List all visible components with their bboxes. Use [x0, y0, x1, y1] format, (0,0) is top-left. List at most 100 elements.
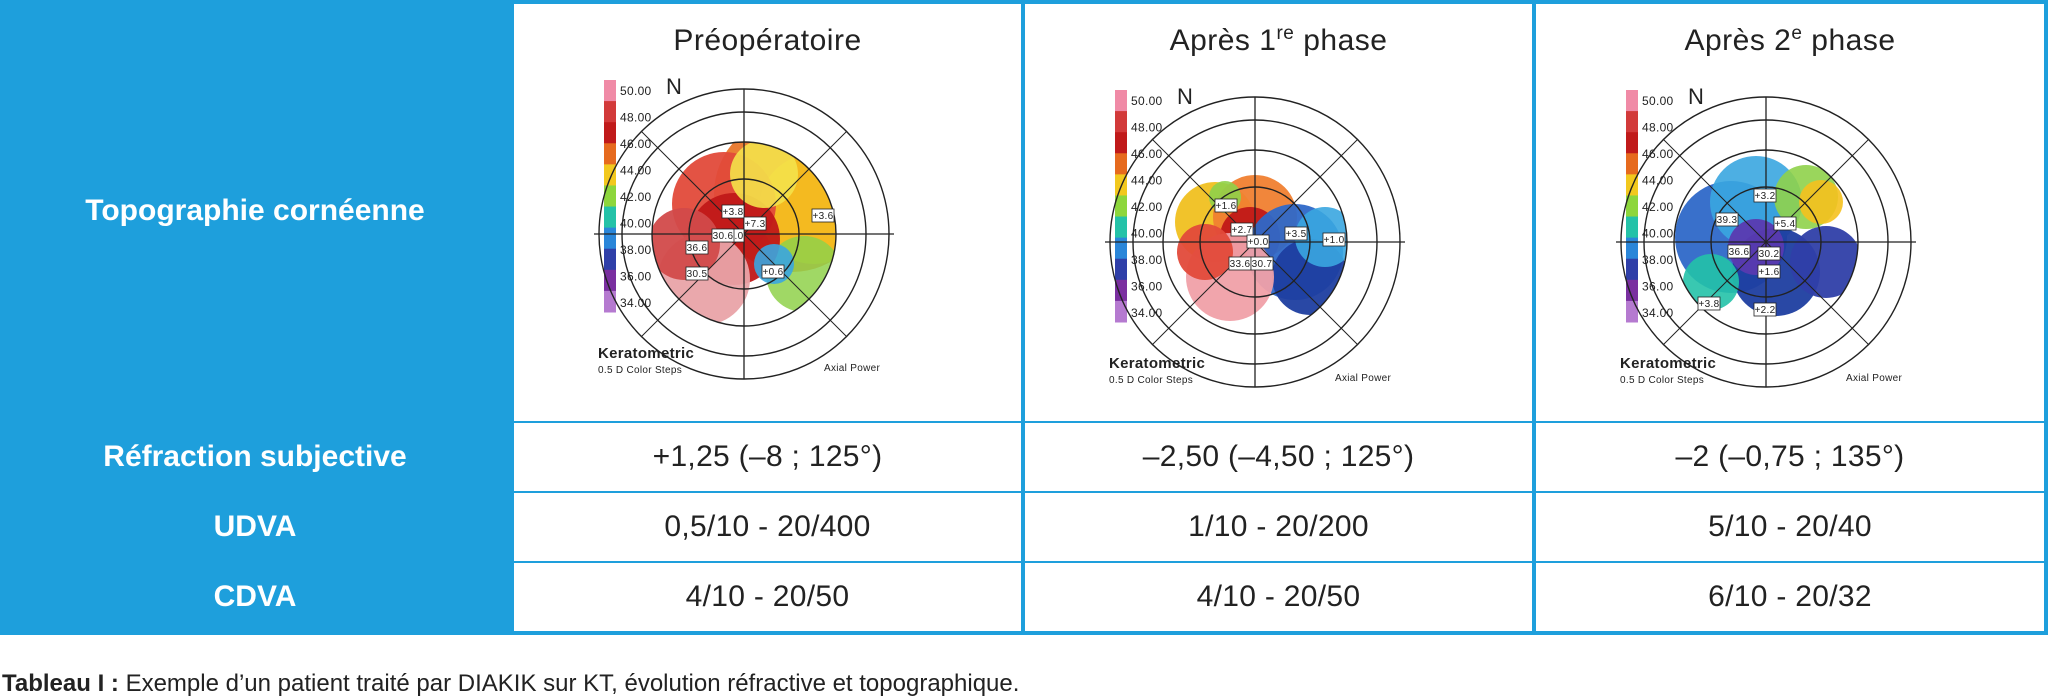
svg-text:+3.6: +3.6	[813, 211, 834, 222]
svg-text:30.2: 30.2	[1759, 249, 1780, 260]
scale-value-label: 44.00	[620, 164, 652, 178]
map-value-marker: +0.6	[761, 264, 785, 279]
cdva-cell-phase2: 6/10 - 20/32	[1536, 563, 2044, 631]
refraction-cell-phase2: –2 (–0,75 ; 135°)	[1536, 423, 2044, 491]
corneal-map: +3.2 39.3 +5.4 36.6 30.2 +1.6 +3.8 +2.2	[1616, 96, 1916, 388]
svg-text:30.6: 30.6	[713, 231, 734, 242]
scale-value-label: 34.00	[620, 296, 652, 310]
svg-text:+7.3: +7.3	[745, 219, 766, 230]
corneal-map: +1.6 +2.7+0.0 +3.5 +1.0 33.6 30.7	[1105, 96, 1405, 388]
column-title-preop: Préopératoire	[673, 24, 862, 57]
refraction-cell-phase1: –2,50 (–4,50 ; 125°)	[1025, 423, 1532, 491]
axial-power-label: Axial Power	[1335, 373, 1391, 384]
map-value-marker: +1.0	[1322, 232, 1346, 247]
row-header-cdva: CDVA	[213, 580, 297, 613]
keratometric-label: Keratometric	[1109, 355, 1205, 372]
column-title-phase2: Après 2e phase	[1684, 23, 1896, 57]
udva-cell-phase1: 1/10 - 20/200	[1025, 493, 1532, 561]
svg-text:+0.6: +0.6	[763, 267, 784, 278]
svg-text:33.6: 33.6	[1230, 259, 1251, 270]
map-value-marker: +3.8	[721, 204, 745, 219]
map-value-marker: 36.6	[685, 240, 709, 255]
scale-value-label: 40.00	[1131, 227, 1163, 241]
topography-cell-phase1: Après 1re phase 50.00 48.00 46.00 44.00 42.0…	[1025, 4, 1532, 421]
topography-map-phase1: 50.00 48.00 46.00 44.00 42.00 40.00 38.00 36.00…	[1105, 84, 1405, 388]
map-value-marker: +3.2	[1753, 188, 1777, 203]
topography-cell-preop: Préopératoire 50.00 48.00 46.00 44.00 42.00 4…	[514, 4, 1021, 421]
scale-value-label: 44.00	[1131, 174, 1163, 188]
svg-text:+1.0: +1.0	[1324, 235, 1345, 246]
scale-value-label: 40.00	[1642, 227, 1674, 241]
keratometric-label: Keratometric	[1620, 355, 1716, 372]
color-scale: 50.00 48.00 46.00 44.00 42.00 40.00 38.00 36.00…	[1115, 90, 1163, 323]
caption-text: Exemple d’un patient traité par DIAKIK s…	[118, 670, 1020, 697]
refraction-cell-preop: +1,25 (–8 ; 125°)	[514, 423, 1021, 491]
svg-text:+3.5: +3.5	[1286, 229, 1307, 240]
color-scale: 50.00 48.00 46.00 44.00 42.00 40.00 38.00 36.00…	[1626, 90, 1674, 323]
svg-text:+1.6: +1.6	[1216, 201, 1237, 212]
svg-text:39.3: 39.3	[1717, 215, 1738, 226]
topography-cell-phase2: Après 2e phase 50.00 48.00 46.00 44.00 42.00…	[1536, 4, 2044, 421]
map-value-marker: 33.6	[1228, 256, 1252, 271]
map-value-marker: +0.0	[1246, 234, 1270, 249]
scale-value-label: 48.00	[1131, 121, 1163, 135]
row-header-topography: Topographie cornéenne	[85, 193, 425, 227]
color-scale: 50.00 48.00 46.00 44.00 42.00 40.00 38.00 36.00…	[604, 80, 652, 313]
svg-text:+0.0: +0.0	[1248, 237, 1269, 248]
scale-value-label: 42.00	[1131, 200, 1163, 214]
topography-map-preop: 50.00 48.00 46.00 44.00 42.00 40.00 38.00 36.00…	[594, 74, 894, 380]
map-value-marker: 30.7	[1250, 256, 1274, 271]
table-caption: Tableau I : Exemple d’un patient traité …	[2, 670, 1019, 698]
scale-value-label: 50.00	[1642, 94, 1674, 108]
north-mark: N	[1688, 84, 1704, 109]
svg-text:+5.4: +5.4	[1775, 219, 1796, 230]
color-steps-label: 0.5 D Color Steps	[598, 365, 682, 376]
keratometric-label: Keratometric	[598, 345, 694, 362]
scale-value-label: 46.00	[1642, 147, 1674, 161]
svg-text:+2.7: +2.7	[1232, 225, 1253, 236]
map-value-marker: +1.6	[1757, 264, 1781, 279]
map-value-marker: 30.5	[685, 266, 709, 281]
svg-text:36.6: 36.6	[1729, 247, 1750, 258]
column-title-phase1: Après 1re phase	[1169, 23, 1388, 57]
udva-cell-preop: 0,5/10 - 20/400	[514, 493, 1021, 561]
svg-text:+1.6: +1.6	[1759, 267, 1780, 278]
results-table: Topographie cornéenne Réfraction subject…	[0, 0, 2048, 635]
topography-map-phase2: 50.00 48.00 46.00 44.00 42.00 40.00 38.00 36.00…	[1616, 84, 1916, 388]
corneal-map: +3.8+7.3+3.6+3.036.630.630.5+0.6	[594, 88, 894, 380]
svg-text:+3.8: +3.8	[1699, 299, 1720, 310]
scale-value-label: 40.00	[620, 217, 652, 231]
scale-value-label: 42.00	[620, 190, 652, 204]
scale-value-label: 44.00	[1642, 174, 1674, 188]
svg-text:36.6: 36.6	[687, 243, 708, 254]
axial-power-label: Axial Power	[1846, 373, 1902, 384]
color-steps-label: 0.5 D Color Steps	[1109, 375, 1193, 386]
map-value-marker: +2.2	[1753, 302, 1777, 317]
scale-value-label: 38.00	[1131, 253, 1163, 267]
scale-value-label: 48.00	[1642, 121, 1674, 135]
cdva-cell-phase1: 4/10 - 20/50	[1025, 563, 1532, 631]
north-mark: N	[666, 74, 682, 99]
scale-value-label: 42.00	[1642, 200, 1674, 214]
scale-value-label: 34.00	[1131, 306, 1163, 320]
map-value-marker: +3.8	[1697, 296, 1721, 311]
scale-value-label: 36.00	[620, 270, 652, 284]
map-value-marker: +2.7	[1230, 222, 1254, 237]
row-header-udva: UDVA	[213, 510, 297, 543]
scale-value-label: 50.00	[1131, 94, 1163, 108]
color-steps-label: 0.5 D Color Steps	[1620, 375, 1704, 386]
scale-value-label: 38.00	[1642, 253, 1674, 267]
scale-value-label: 46.00	[620, 137, 652, 151]
scale-value-label: 36.00	[1642, 280, 1674, 294]
svg-text:+2.2: +2.2	[1755, 305, 1776, 316]
map-value-marker: +3.6	[811, 208, 835, 223]
svg-text:30.7: 30.7	[1252, 259, 1273, 270]
map-value-marker: 30.2	[1757, 246, 1781, 261]
scale-value-label: 50.00	[620, 84, 652, 98]
cdva-cell-preop: 4/10 - 20/50	[514, 563, 1021, 631]
caption-label: Tableau I :	[2, 670, 119, 697]
scale-value-label: 34.00	[1642, 306, 1674, 320]
svg-text:30.5: 30.5	[687, 269, 708, 280]
svg-text:+3.8: +3.8	[723, 207, 744, 218]
map-value-marker: 36.6	[1727, 244, 1751, 259]
